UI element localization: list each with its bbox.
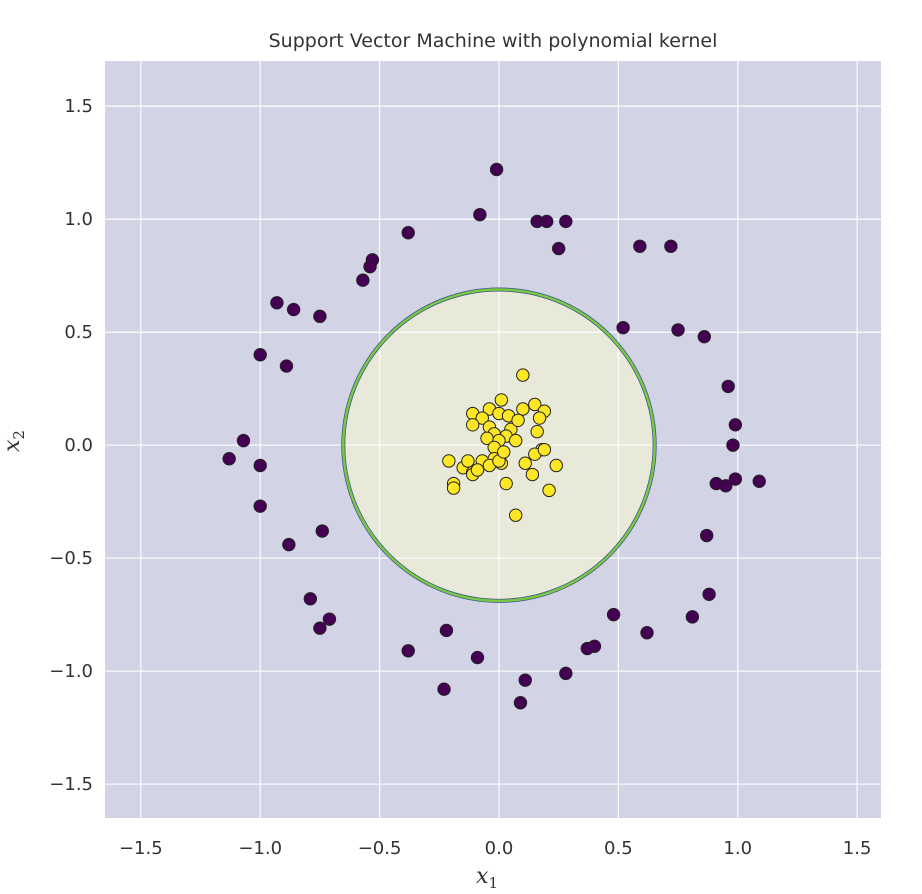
y-tick-label: −1.0 xyxy=(49,661,93,682)
x-tick-label: −0.5 xyxy=(358,838,402,859)
class-0-point xyxy=(270,296,284,310)
class-0-point xyxy=(719,479,733,493)
class-1-point xyxy=(508,508,523,522)
class-0-point xyxy=(253,458,267,473)
y-axis-label: x2 xyxy=(0,430,28,452)
y-tick-label: 1.0 xyxy=(64,209,93,230)
chart-title: Support Vector Machine with polynomial k… xyxy=(269,30,718,52)
class-0-point xyxy=(253,348,267,362)
class-0-point xyxy=(551,241,566,256)
class-1-point xyxy=(461,454,475,468)
x-tick-label: 1.5 xyxy=(843,838,872,859)
class-0-point xyxy=(664,239,678,253)
class-0-point xyxy=(606,607,621,622)
class-1-point xyxy=(549,458,563,473)
class-1-point xyxy=(475,411,489,425)
class-0-point xyxy=(322,612,337,626)
y-tick-label: 0.0 xyxy=(64,435,93,456)
class-1-point xyxy=(470,463,485,477)
class-1-point xyxy=(516,368,530,382)
x-tick-label: 0.0 xyxy=(485,838,514,859)
class-0-point xyxy=(313,309,327,324)
class-0-point xyxy=(728,418,743,432)
class-0-point xyxy=(559,214,573,229)
grid-lines xyxy=(105,61,881,818)
class-0-point xyxy=(437,682,451,696)
y-axis-ticks: −1.5 −1.0 −0.5 0.0 0.5 1.0 1.5 xyxy=(49,96,93,795)
class-0-point xyxy=(616,320,630,335)
class-1-point xyxy=(532,411,547,425)
class-1-point xyxy=(497,445,511,459)
x-tick-label: 1.0 xyxy=(723,838,752,859)
class-0-point xyxy=(279,359,294,373)
class-1-point xyxy=(530,424,544,439)
class-1-point xyxy=(511,413,525,427)
y-tick-label: −1.5 xyxy=(49,774,93,795)
class-0-point xyxy=(513,696,528,710)
class-0-point xyxy=(685,610,700,624)
x-axis-ticks: −1.5 −1.0 −0.5 0.0 0.5 1.0 1.5 xyxy=(119,838,871,859)
class-0-point xyxy=(559,666,573,681)
decision-boundary xyxy=(342,288,656,603)
class-0-point xyxy=(313,621,327,635)
class-1-point xyxy=(518,456,532,470)
class-0-point xyxy=(286,302,301,317)
class-1-point xyxy=(494,393,509,407)
class-1-point xyxy=(542,483,556,498)
class-0-point xyxy=(518,673,532,687)
class-0-point xyxy=(580,641,595,656)
class-0-point xyxy=(752,474,766,489)
y-tick-label: 1.5 xyxy=(64,96,93,117)
class-0-point xyxy=(315,524,329,538)
class-0-point xyxy=(401,644,415,658)
plot-area xyxy=(105,61,881,818)
class-0-point xyxy=(726,438,740,452)
class-1-point xyxy=(499,476,513,491)
class-1-point xyxy=(537,442,552,457)
y-tick-label: −0.5 xyxy=(49,548,93,569)
class-1-point xyxy=(516,402,530,416)
class-0-point xyxy=(253,499,267,513)
x-tick-label: −1.5 xyxy=(119,838,163,859)
class-0-point xyxy=(282,537,296,552)
class-0-point xyxy=(303,592,318,606)
class-1-point xyxy=(508,433,523,448)
class-0-point xyxy=(401,226,415,240)
class-0-point xyxy=(697,329,712,344)
x-axis-label: x1 xyxy=(476,864,498,892)
class-1-point xyxy=(442,454,456,468)
class-0-point xyxy=(470,650,485,665)
x-tick-label: −1.0 xyxy=(238,838,282,859)
class-0-point xyxy=(363,259,377,274)
class-0-point xyxy=(633,239,647,253)
class-0-point xyxy=(356,273,370,287)
scatter-points xyxy=(222,162,766,710)
class-0-point xyxy=(489,162,504,177)
class-1-point xyxy=(446,481,461,495)
class-0-point xyxy=(236,433,251,448)
class-0-point xyxy=(728,472,743,486)
class-0-point xyxy=(640,626,654,640)
class-0-point xyxy=(699,528,714,543)
class-0-point xyxy=(439,623,454,638)
class-1-point xyxy=(528,397,542,412)
class-0-point xyxy=(540,214,554,229)
y-tick-label: 0.5 xyxy=(64,322,93,343)
class-1-point xyxy=(466,418,480,432)
class-0-point xyxy=(473,207,487,222)
class-1-point xyxy=(525,467,540,482)
class-0-point xyxy=(222,452,236,466)
class-0-point xyxy=(702,587,716,601)
class-0-point xyxy=(721,379,735,394)
x-tick-label: 0.5 xyxy=(604,838,633,859)
class-0-point xyxy=(671,323,685,337)
